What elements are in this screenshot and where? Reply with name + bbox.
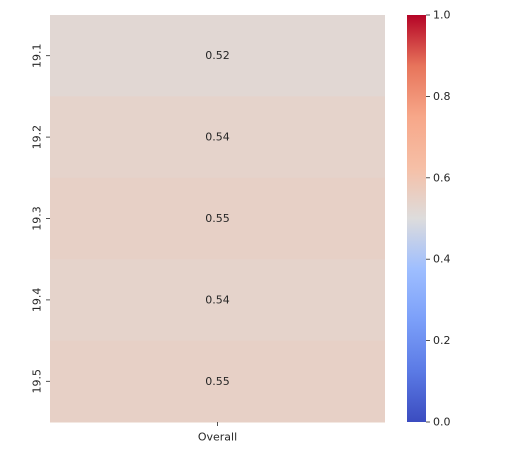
cell-value-label: 0.55	[205, 212, 230, 225]
colorbar-tick-label: 0.6	[433, 171, 451, 184]
heatmap-cell	[50, 15, 385, 97]
x-tick-label: Overall	[198, 431, 237, 444]
heatmap-cell	[50, 340, 385, 423]
heatmap-cell	[50, 96, 385, 179]
heatmap-cell	[50, 259, 385, 342]
colorbar-tick-label: 0.8	[433, 90, 451, 103]
cell-value-label: 0.52	[205, 49, 230, 62]
colorbar-gradient	[407, 15, 426, 422]
y-tick-label: 19.2	[31, 125, 44, 150]
colorbar-tick-label: 1.0	[433, 9, 451, 22]
cell-labels: 0.52 0.54 0.55 0.54 0.55	[205, 49, 230, 388]
y-axis: 19.1 19.2 19.3 19.4 19.5	[31, 43, 50, 394]
cell-value-label: 0.54	[205, 131, 230, 144]
y-tick-label: 19.5	[31, 369, 44, 394]
x-axis: Overall	[198, 422, 237, 444]
heatmap-cell	[50, 177, 385, 260]
heatmap-cells	[50, 15, 385, 423]
y-tick-label: 19.4	[31, 288, 44, 313]
colorbar-tick-label: 0.0	[433, 416, 451, 429]
cell-value-label: 0.55	[205, 375, 230, 388]
colorbar	[407, 15, 426, 422]
colorbar-tick-label: 0.4	[433, 253, 451, 266]
colorbar-axis: 0.0 0.2 0.4 0.6 0.8 1.0	[426, 9, 451, 429]
y-tick-label: 19.1	[31, 43, 44, 67]
colorbar-tick-label: 0.2	[433, 334, 451, 347]
y-tick-label: 19.3	[31, 206, 44, 231]
cell-value-label: 0.54	[205, 293, 230, 306]
